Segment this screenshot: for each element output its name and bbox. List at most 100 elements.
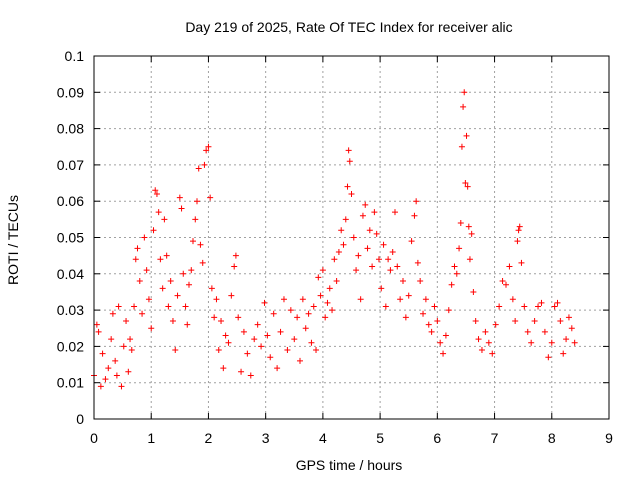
- data-point: [375, 256, 382, 263]
- data-point: [373, 230, 380, 237]
- axis-ticks: 0 1 2 3 4 5 6 7 8 9 0 0.01 0.02 0.03 0.04 0.05 0.06 0.07 0…: [57, 48, 613, 446]
- data-point: [380, 241, 387, 248]
- data-point: [335, 249, 342, 256]
- data-points: [91, 89, 578, 390]
- x-tick-label: 4: [319, 430, 327, 446]
- data-point: [451, 263, 458, 270]
- data-point: [408, 238, 415, 245]
- data-point: [535, 303, 542, 310]
- data-point: [261, 299, 268, 306]
- data-point: [280, 296, 287, 303]
- data-point: [489, 350, 496, 357]
- data-point: [461, 89, 468, 96]
- data-point: [538, 299, 545, 306]
- data-point: [238, 368, 245, 375]
- data-point: [413, 198, 420, 205]
- data-point: [394, 263, 401, 270]
- data-point: [344, 183, 351, 190]
- y-tick-label: 0.03: [57, 302, 84, 318]
- data-point: [457, 219, 464, 226]
- y-tick-label: 0.07: [57, 157, 84, 173]
- data-point: [346, 158, 353, 165]
- data-point: [362, 201, 369, 208]
- data-point: [475, 336, 482, 343]
- data-point: [397, 296, 404, 303]
- data-point: [132, 256, 139, 263]
- data-point: [342, 216, 349, 223]
- data-point: [464, 183, 471, 190]
- data-point: [531, 317, 538, 324]
- data-point: [153, 190, 160, 197]
- data-point: [528, 339, 535, 346]
- data-point: [338, 227, 345, 234]
- data-point: [208, 285, 215, 292]
- data-point: [258, 343, 265, 350]
- data-point: [442, 332, 449, 339]
- data-point: [134, 245, 141, 252]
- data-point: [460, 103, 467, 110]
- data-point: [514, 238, 521, 245]
- data-point: [159, 285, 166, 292]
- data-point: [136, 278, 143, 285]
- data-point: [482, 328, 489, 335]
- data-point: [369, 263, 376, 270]
- data-point: [205, 143, 212, 150]
- data-point: [189, 238, 196, 245]
- data-point: [515, 227, 522, 234]
- data-point: [287, 307, 294, 314]
- y-tick-label: 0.05: [57, 230, 84, 246]
- data-point: [105, 365, 112, 372]
- data-point: [97, 383, 104, 390]
- data-point: [428, 328, 435, 335]
- data-point: [472, 317, 479, 324]
- data-point: [402, 314, 409, 321]
- data-point: [180, 270, 187, 277]
- data-point: [251, 336, 258, 343]
- data-point: [317, 292, 324, 299]
- data-point: [284, 347, 291, 354]
- data-point: [244, 350, 251, 357]
- x-tick-label: 9: [605, 430, 613, 446]
- data-point: [405, 292, 412, 299]
- data-point: [331, 256, 338, 263]
- data-point: [315, 274, 322, 281]
- data-point: [184, 321, 191, 328]
- data-point: [270, 310, 277, 317]
- x-tick-label: 0: [90, 430, 98, 446]
- data-point: [411, 212, 418, 219]
- data-point: [313, 347, 320, 354]
- data-point: [291, 336, 298, 343]
- data-point: [150, 227, 157, 234]
- data-point: [264, 332, 271, 339]
- data-point: [364, 245, 371, 252]
- y-tick-label: 0.01: [57, 375, 84, 391]
- data-point: [185, 281, 192, 288]
- data-point: [267, 354, 274, 361]
- x-axis-label: GPS time / hours: [296, 457, 403, 473]
- data-point: [499, 278, 506, 285]
- data-point: [218, 317, 225, 324]
- data-point: [277, 328, 284, 335]
- data-point: [509, 296, 516, 303]
- data-point: [503, 281, 509, 288]
- data-point: [141, 234, 148, 241]
- data-point: [348, 190, 355, 197]
- data-point: [213, 296, 220, 303]
- data-point: [225, 339, 232, 346]
- data-point: [302, 325, 309, 332]
- y-tick-label: 0: [76, 411, 84, 427]
- data-point: [131, 303, 138, 310]
- y-tick-label: 0.08: [57, 121, 84, 137]
- data-point: [157, 256, 164, 263]
- data-point: [366, 227, 373, 234]
- data-point: [545, 354, 552, 361]
- data-point: [458, 143, 465, 150]
- data-point: [524, 328, 531, 335]
- data-point: [445, 307, 452, 314]
- data-point: [350, 234, 357, 241]
- data-point: [247, 372, 254, 379]
- data-point: [199, 259, 206, 266]
- data-point: [557, 317, 564, 324]
- data-point: [345, 147, 352, 154]
